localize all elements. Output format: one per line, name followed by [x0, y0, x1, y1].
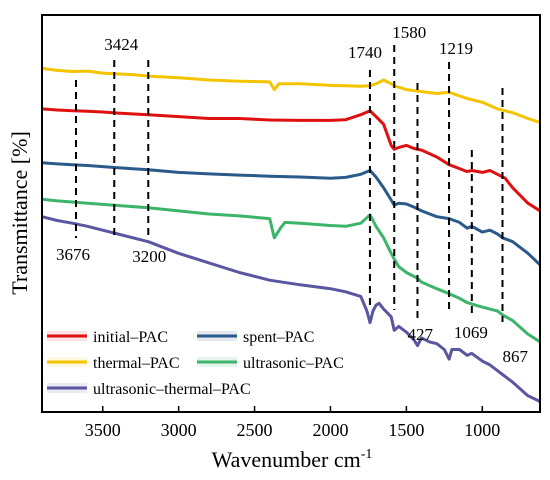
peak-label-1069: 1069	[454, 323, 488, 342]
legend-label-spent-pac: spent–PAC	[243, 329, 314, 346]
legend-label-ultrasonic-pac: ultrasonic–PAC	[243, 355, 344, 372]
x-tick-label-3000: 3000	[161, 420, 197, 440]
peak-label-3200: 3200	[132, 247, 166, 266]
peak-label-3676: 3676	[56, 245, 90, 264]
y-axis-title: Transmittance [%]	[7, 131, 32, 295]
x-axis-title-main: Wavenumber cm	[212, 447, 361, 472]
peak-label-427: 427	[407, 325, 433, 344]
x-tick-label-2000: 2000	[312, 420, 348, 440]
legend-label-ultrasonic-thermal-pac: ultrasonic–thermal–PAC	[93, 381, 251, 398]
series-line-thermal-pac	[41, 66, 541, 124]
x-axis-ticks: 3500 3000 2500 2000 1500 1000	[85, 406, 500, 440]
x-tick-label-1500: 1500	[388, 420, 424, 440]
annotation-layer: 3424 3676 3200 1740 1580 1219 427 1069 867	[56, 23, 528, 366]
x-tick-label-3500: 3500	[85, 420, 121, 440]
x-tick-label-2500: 2500	[237, 420, 273, 440]
series-line-initial-pac	[41, 107, 541, 213]
legend: initial–PAC spent–PAC thermal–PAC ultrasoni…	[47, 329, 344, 398]
plot-frame	[41, 14, 541, 413]
peak-label-867: 867	[502, 347, 528, 366]
legend-label-initial-pac: initial–PAC	[93, 329, 168, 346]
peak-label-3424: 3424	[104, 35, 138, 54]
x-axis-title-sup: -1	[361, 447, 373, 462]
series-line-ultrasonic-pac	[41, 197, 541, 344]
legend-label-thermal-pac: thermal–PAC	[93, 355, 180, 372]
peak-label-1580: 1580	[392, 23, 426, 42]
series-line-spent-pac	[41, 161, 542, 266]
x-tick-label-1000: 1000	[464, 420, 500, 440]
peak-label-1219: 1219	[439, 39, 473, 58]
x-axis-title: Wavenumber cm-1	[212, 447, 373, 472]
peak-label-1740: 1740	[348, 43, 382, 62]
series-layer	[41, 66, 542, 403]
series-line-ultrasonic-thermal-pac	[41, 215, 541, 403]
